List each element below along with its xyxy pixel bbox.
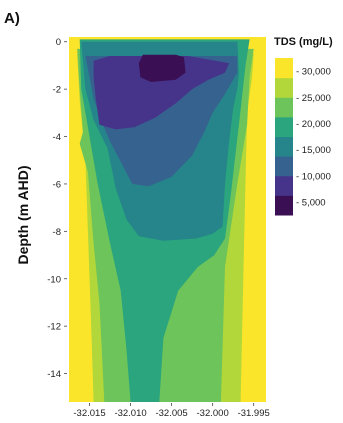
contour-level-2500 xyxy=(93,56,230,130)
x-tick-label: -32.000 xyxy=(197,408,229,419)
colorbar-title: TDS (mg/L) xyxy=(274,36,333,48)
colorbar-tick-label: - 30,000 xyxy=(296,67,331,78)
colorbar-swatch xyxy=(275,136,293,157)
colorbar-tick-label: - 5,000 xyxy=(296,197,326,208)
y-tick-label: -2 xyxy=(53,85,61,96)
colorbar-swatch xyxy=(275,175,293,196)
y-tick-label: -14 xyxy=(47,369,61,380)
y-tick-label: 0 xyxy=(56,37,61,48)
panel-label: A) xyxy=(4,10,20,27)
contour-level-1000 xyxy=(138,54,186,82)
colorbar-tick-label: - 20,000 xyxy=(296,119,331,130)
colorbar-swatch xyxy=(275,156,293,177)
x-tick-label: -31.995 xyxy=(238,408,270,419)
x-tick-label: -32.015 xyxy=(73,408,105,419)
y-tick-label: -8 xyxy=(53,227,61,238)
colorbar-swatch xyxy=(275,97,293,118)
y-tick-label: -4 xyxy=(53,132,61,143)
colorbar-tick-label: - 10,000 xyxy=(296,171,331,182)
y-tick-label: -12 xyxy=(47,322,61,333)
colorbar-swatch xyxy=(275,58,293,79)
x-tick-label: -32.005 xyxy=(155,408,187,419)
y-tick-label: -6 xyxy=(53,179,61,190)
y-tick-label: -10 xyxy=(47,274,61,285)
colorbar-tick-label: - 25,000 xyxy=(296,93,331,104)
colorbar-tick-label: - 15,000 xyxy=(296,145,331,156)
colorbar-swatch xyxy=(275,77,293,98)
x-tick-label: -32.010 xyxy=(114,408,146,419)
colorbar-swatch xyxy=(275,116,293,137)
colorbar-swatch xyxy=(275,195,293,216)
